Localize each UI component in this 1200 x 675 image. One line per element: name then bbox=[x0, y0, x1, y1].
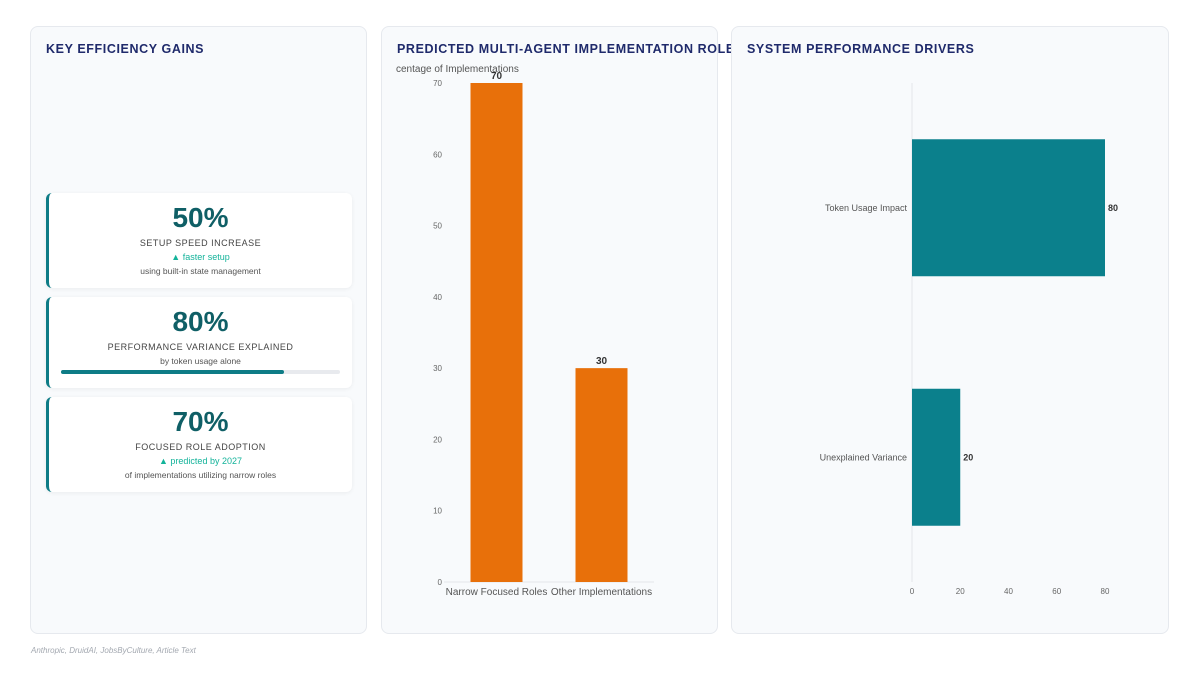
kpi-subtext: of implementations utilizing narrow role… bbox=[124, 470, 277, 480]
x-tick-label: 80 bbox=[1101, 587, 1110, 596]
y-tick-label: Token Usage Impact bbox=[825, 203, 908, 213]
kpi-label: SETUP SPEED INCREASE bbox=[139, 238, 262, 248]
x-tick-label: 20 bbox=[956, 587, 965, 596]
y-axis-label: centage of Implementations bbox=[396, 64, 519, 75]
x-tick-label: Other Implementations bbox=[551, 587, 652, 598]
y-tick-label: Unexplained Variance bbox=[820, 452, 907, 462]
kpi-subtext: by token usage alone bbox=[160, 356, 241, 366]
kpi-card-performance-variance: 80% PERFORMANCE VARIANCE EXPLAINED by to… bbox=[46, 297, 352, 388]
roles-panel: PREDICTED MULTI-AGENT IMPLEMENTATION ROL… bbox=[381, 26, 743, 634]
kpi-card-setup-speed: 50% SETUP SPEED INCREASE ▲ faster setup … bbox=[46, 193, 352, 288]
y-tick-label: 0 bbox=[438, 578, 443, 587]
y-tick-label: 30 bbox=[433, 364, 442, 373]
y-tick-label: 50 bbox=[433, 222, 442, 231]
bar bbox=[912, 139, 1105, 277]
kpi-panel-title: KEY EFFICIENCY GAINS bbox=[46, 42, 205, 56]
roles-panel-title: PREDICTED MULTI-AGENT IMPLEMENTATION ROL… bbox=[397, 42, 744, 56]
x-tick-label: 0 bbox=[910, 587, 915, 596]
drivers-panel: SYSTEM PERFORMANCE DRIVERS 0 20 40 60 80 80 To… bbox=[731, 26, 1169, 634]
kpi-panel: KEY EFFICIENCY GAINS 50% SETUP SPEED INC… bbox=[30, 26, 367, 634]
data-label: 80 bbox=[1108, 203, 1118, 213]
data-label: 70 bbox=[491, 71, 503, 82]
drivers-panel-title: SYSTEM PERFORMANCE DRIVERS bbox=[747, 42, 975, 56]
kpi-progress-track bbox=[61, 370, 340, 374]
bar bbox=[575, 368, 628, 582]
bar bbox=[470, 83, 523, 582]
kpi-subtext: using built-in state management bbox=[140, 266, 261, 276]
y-tick-label: 40 bbox=[433, 293, 442, 302]
x-tick-label: Narrow Focused Roles bbox=[446, 587, 548, 598]
y-tick-label: 70 bbox=[433, 79, 442, 88]
kpi-progress-fill bbox=[61, 370, 285, 374]
kpi-value: 80% bbox=[172, 306, 229, 337]
kpi-card-focused-role: 70% FOCUSED ROLE ADOPTION ▲ predicted by… bbox=[46, 397, 352, 492]
kpi-value: 50% bbox=[172, 202, 229, 233]
kpi-trend: ▲ predicted by 2027 bbox=[159, 456, 242, 466]
data-label: 30 bbox=[596, 356, 608, 367]
source-note: Anthropic, DruidAI, JobsByCulture, Artic… bbox=[31, 646, 196, 655]
roles-bar-chart: centage of Implementations 0 10 20 30 40 50 60 7… bbox=[396, 64, 654, 598]
x-tick-label: 40 bbox=[1004, 587, 1013, 596]
y-tick-label: 60 bbox=[433, 150, 442, 159]
data-label: 20 bbox=[963, 452, 973, 462]
kpi-label: FOCUSED ROLE ADOPTION bbox=[135, 442, 266, 452]
bar bbox=[912, 388, 961, 526]
drivers-bar-chart: 0 20 40 60 80 80 Token Usage Impact 20 Unexplain… bbox=[820, 83, 1118, 596]
kpi-label: PERFORMANCE VARIANCE EXPLAINED bbox=[107, 342, 294, 352]
x-tick-label: 60 bbox=[1052, 587, 1061, 596]
y-tick-label: 10 bbox=[433, 507, 442, 516]
kpi-trend: ▲ faster setup bbox=[171, 252, 230, 262]
kpi-value: 70% bbox=[172, 406, 229, 437]
y-tick-label: 20 bbox=[433, 435, 442, 444]
